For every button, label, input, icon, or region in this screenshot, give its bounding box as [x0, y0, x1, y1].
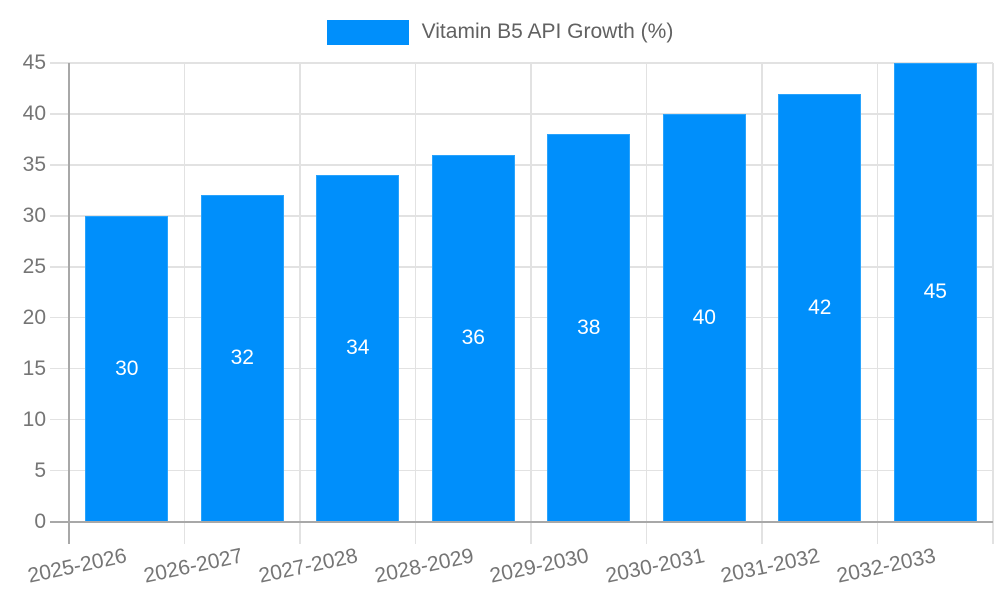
- legend-swatch: [326, 19, 409, 45]
- gridline-vertical: [645, 63, 648, 544]
- gridline-horizontal: [50, 215, 993, 217]
- bar[interactable]: [778, 93, 862, 522]
- bar[interactable]: [547, 134, 631, 522]
- gridline-horizontal: [50, 367, 993, 370]
- y-axis-line: [67, 63, 70, 544]
- bar-value-label: 38: [577, 315, 601, 339]
- gridline-vertical: [876, 63, 879, 544]
- y-axis-tick-label: 25: [22, 254, 46, 278]
- y-axis-tick-label: 20: [22, 305, 46, 329]
- y-axis-tick-label: 5: [34, 458, 46, 482]
- bar-value-label: 36: [461, 326, 485, 350]
- bar[interactable]: [316, 175, 400, 522]
- x-axis-tick-label: 2032-2033: [834, 544, 938, 588]
- bar[interactable]: [431, 154, 515, 522]
- x-axis-tick-label: 2028-2029: [372, 544, 476, 588]
- bar-value-label: 32: [230, 346, 254, 370]
- y-axis-tick-label: 35: [22, 152, 46, 176]
- gridline-vertical: [183, 63, 186, 544]
- y-axis-tick-label: 45: [22, 51, 46, 74]
- gridline-vertical: [761, 63, 763, 544]
- x-axis-line: [50, 520, 993, 523]
- gridline-horizontal: [50, 113, 993, 115]
- bar[interactable]: [85, 215, 169, 522]
- gridline-vertical: [299, 63, 301, 544]
- gridline-horizontal: [50, 62, 993, 64]
- bar-value-label: 45: [923, 280, 947, 304]
- y-axis-tick-label: 10: [22, 407, 46, 431]
- y-axis-tick-label: 15: [22, 356, 46, 380]
- x-axis-tick-label: 2026-2027: [141, 544, 245, 588]
- y-axis-tick-label: 0: [34, 509, 46, 533]
- bar[interactable]: [200, 195, 284, 522]
- x-axis-tick-label: 2029-2030: [488, 544, 592, 588]
- bar-value-label: 30: [115, 356, 139, 380]
- bar-value-label: 42: [808, 295, 832, 319]
- gridline-vertical: [530, 63, 532, 544]
- bar-value-label: 40: [692, 305, 716, 329]
- x-axis-tick-label: 2030-2031: [603, 544, 707, 588]
- bar[interactable]: [662, 113, 746, 522]
- bar[interactable]: [893, 63, 977, 522]
- y-axis-tick-label: 30: [22, 203, 46, 227]
- gridline-horizontal: [50, 469, 993, 472]
- gridline-horizontal: [50, 418, 993, 421]
- y-axis-tick-label: 40: [22, 101, 46, 125]
- x-axis-tick-label: 2025-2026: [26, 544, 130, 588]
- gridline-horizontal: [50, 266, 993, 268]
- gridline-vertical: [414, 63, 417, 544]
- x-axis-tick-label: 2027-2028: [257, 544, 361, 588]
- x-axis-tick-label: 2031-2032: [719, 544, 823, 588]
- gridline-horizontal: [50, 164, 993, 166]
- gridline-horizontal: [50, 316, 993, 319]
- legend-item[interactable]: Vitamin B5 API Growth (%): [0, 19, 1000, 45]
- gridline-vertical: [992, 63, 994, 544]
- bar-value-label: 34: [346, 336, 370, 360]
- legend-label: Vitamin B5 API Growth (%): [421, 20, 674, 43]
